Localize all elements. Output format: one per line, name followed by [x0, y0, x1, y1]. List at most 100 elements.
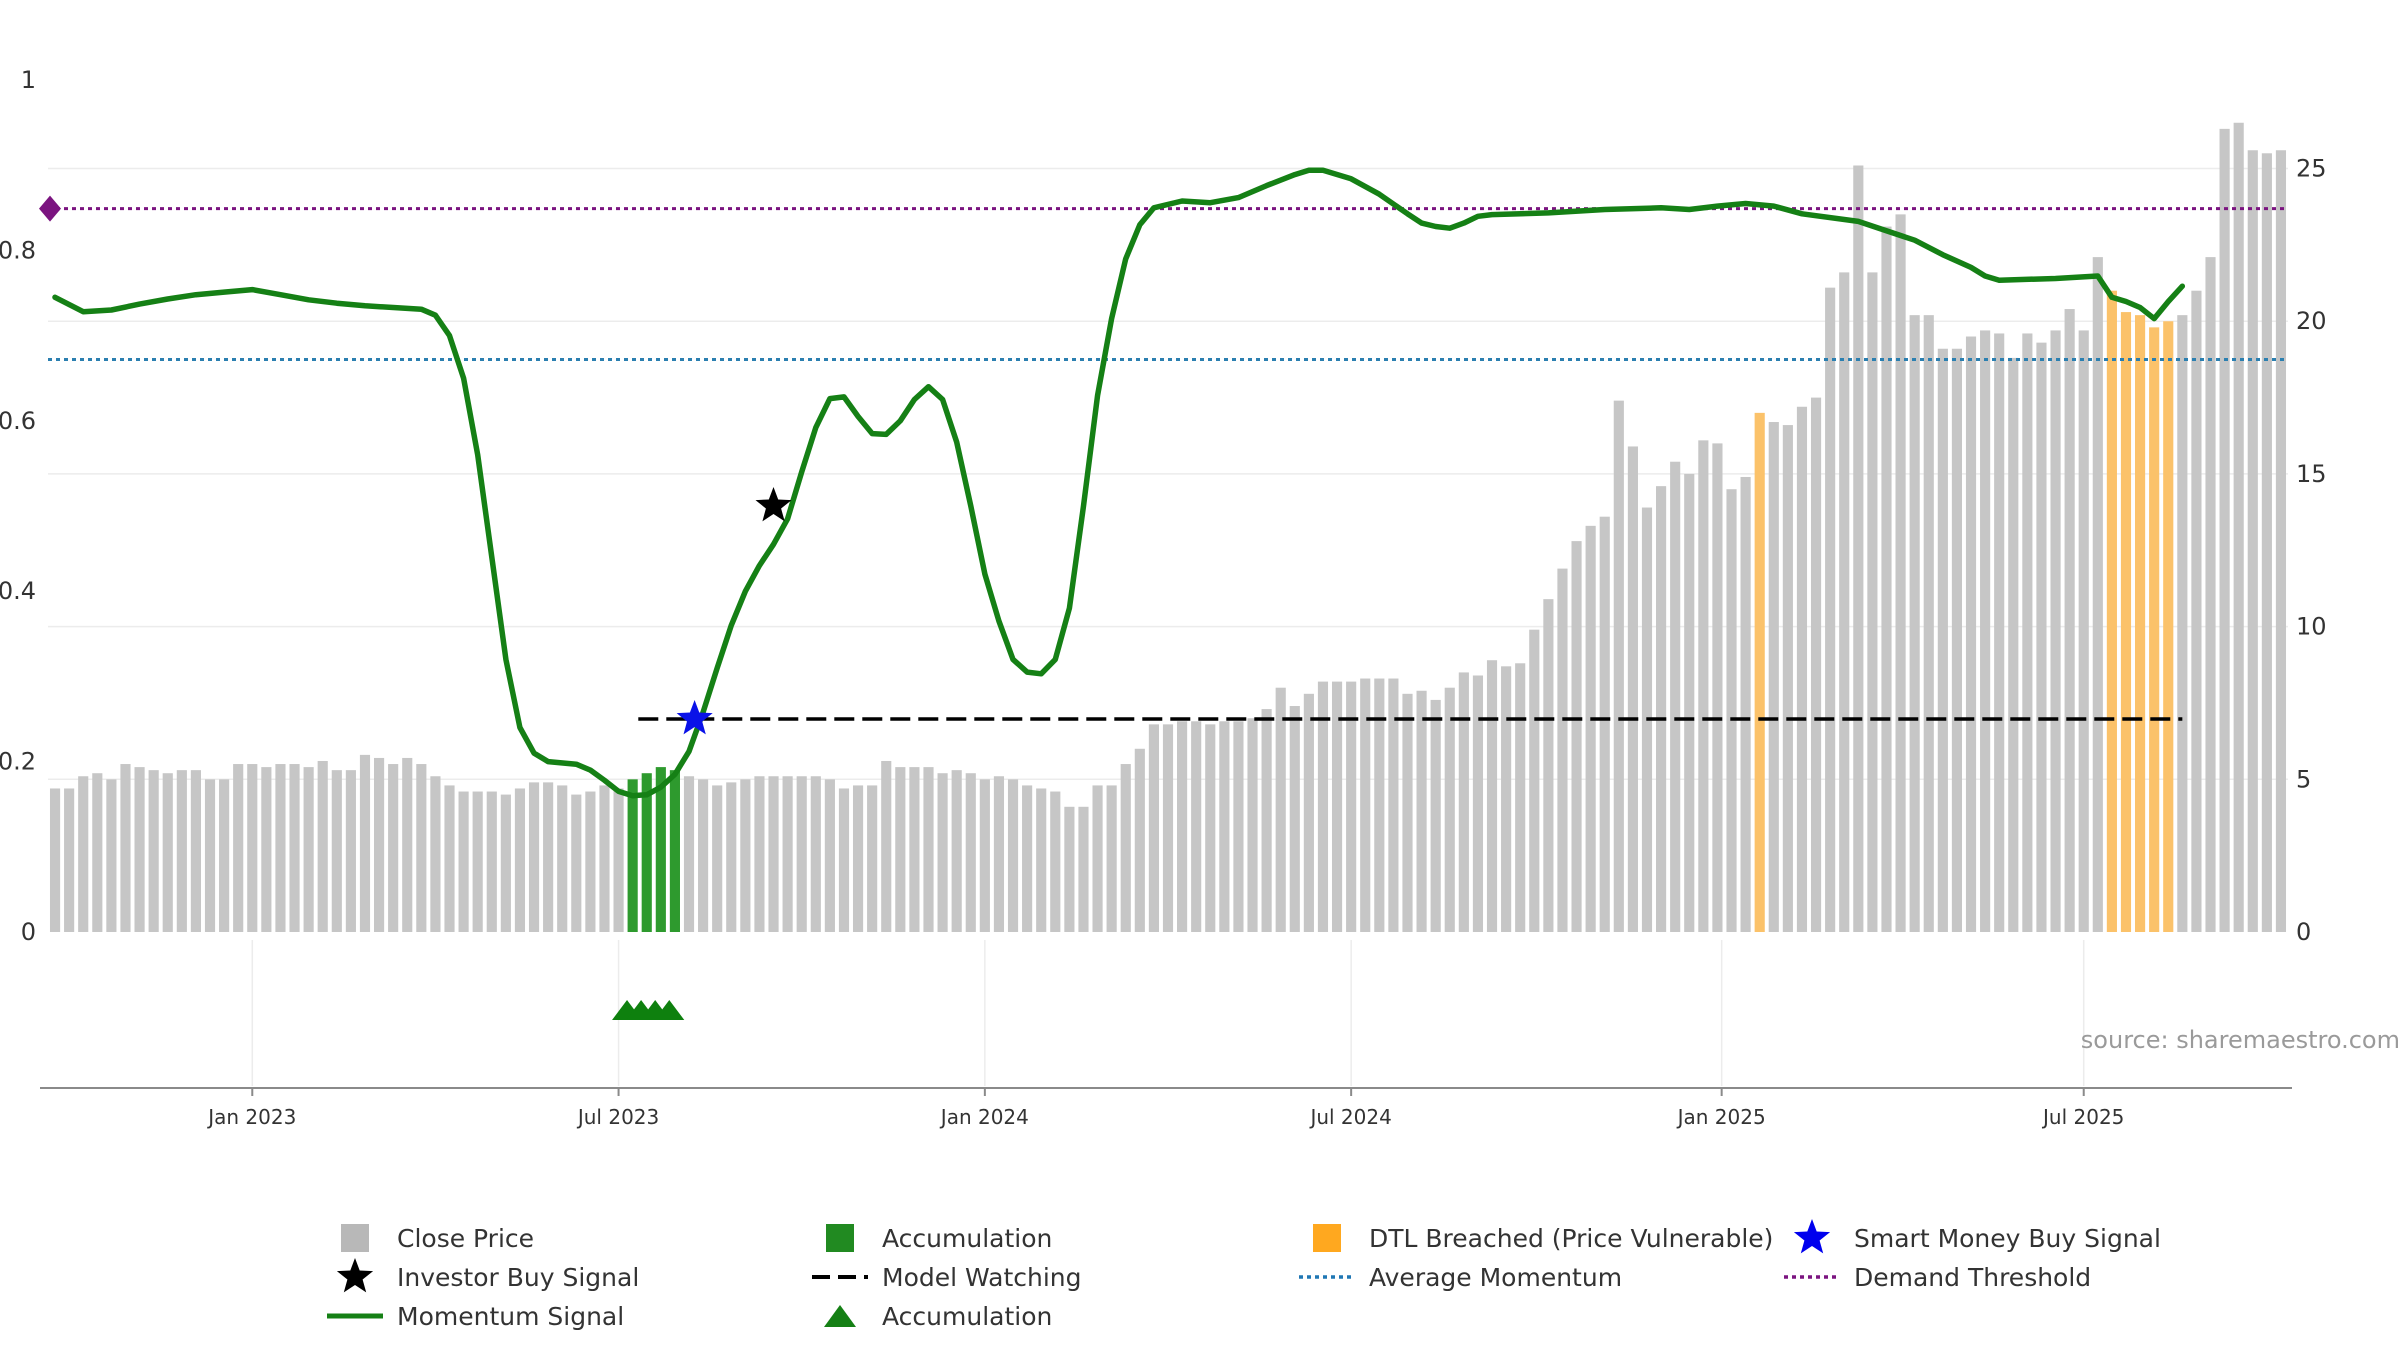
close-price-bar	[444, 785, 455, 932]
close-price-bar	[838, 788, 850, 932]
close-price-bar	[1233, 721, 1244, 932]
close-price-bar	[1768, 422, 1779, 932]
close-price-bar	[543, 782, 554, 932]
close-price-bar	[1515, 663, 1526, 932]
close-price-bar	[979, 779, 990, 932]
dtl-breached-bar	[1754, 412, 1765, 932]
close-price-bar	[1275, 687, 1286, 932]
close-price-bar	[219, 779, 230, 932]
close-price-bar	[1740, 476, 1751, 932]
close-price-bar	[261, 767, 272, 932]
close-price-bar	[528, 782, 540, 932]
dtl-breached-bar	[2135, 315, 2146, 932]
legend-swatch-star	[336, 1258, 374, 1293]
close-price-bar	[712, 785, 723, 932]
close-price-bar	[388, 764, 399, 932]
close-price-bar	[2022, 333, 2033, 932]
close-price-bar	[2064, 309, 2075, 933]
close-price-bar	[106, 779, 117, 932]
close-price-bar	[1557, 568, 1568, 932]
close-price-bar	[1134, 748, 1145, 932]
close-price-bar	[1247, 718, 1258, 932]
close-price-bar	[782, 776, 793, 932]
dtl-breached-bar	[2120, 312, 2132, 932]
close-price-bar	[1782, 425, 1793, 932]
close-price-bar	[698, 779, 709, 932]
legend-label: Momentum Signal	[397, 1302, 624, 1331]
close-price-bar	[64, 788, 75, 932]
close-price-bar	[2050, 330, 2061, 933]
left-axis-top-label: 1	[21, 66, 36, 94]
close-price-bar	[852, 785, 864, 932]
close-price-bar	[726, 782, 737, 932]
legend-swatch-triangle	[824, 1305, 856, 1327]
close-price-bar	[1416, 690, 1427, 932]
close-price-bar	[2261, 153, 2272, 932]
close-price-bar	[1064, 806, 1075, 932]
close-price-bar	[613, 788, 624, 932]
close-price-bar	[1444, 687, 1455, 932]
close-price-bar	[1529, 629, 1540, 932]
close-price-bar	[2092, 257, 2103, 932]
legend-label: Demand Threshold	[1854, 1263, 2091, 1292]
close-price-bar	[1458, 672, 1469, 932]
close-price-bar	[373, 757, 385, 932]
close-price-bar	[993, 776, 1005, 932]
close-price-bar	[2078, 330, 2089, 933]
close-price-bar	[1937, 348, 1948, 932]
close-price-bar	[1261, 709, 1272, 932]
close-price-bar	[247, 764, 258, 932]
close-price-bar	[1994, 333, 2005, 932]
dtl-breached-bar	[2163, 321, 2174, 932]
close-price-bar	[359, 754, 371, 932]
close-price-bar	[1501, 666, 1512, 932]
close-price-bar	[768, 776, 779, 932]
close-price-bar	[430, 776, 441, 932]
left-axis-tick-label: 0.4	[0, 577, 36, 605]
legend-label: Accumulation	[882, 1302, 1052, 1331]
legend-swatch-star	[1793, 1219, 1831, 1254]
reference-lines	[48, 207, 2288, 721]
x-axis-tick-label: Jan 2023	[206, 1105, 296, 1129]
close-price-bar	[1050, 791, 1061, 932]
close-price-bar	[1317, 681, 1329, 932]
close-price-bar	[1839, 272, 1850, 932]
close-price-bar	[500, 794, 511, 932]
close-price-bar	[1881, 226, 1892, 933]
accumulation-bar	[669, 770, 680, 932]
smart-money-buy-star	[676, 700, 713, 735]
legend-label: Accumulation	[882, 1224, 1052, 1253]
close-price-bar	[754, 776, 765, 932]
signal-markers	[39, 195, 792, 1020]
close-price-bar	[204, 779, 216, 932]
close-price-bar	[134, 767, 145, 932]
close-price-bar	[1726, 489, 1737, 932]
investor-buy-star	[755, 487, 792, 522]
close-price-bar	[585, 791, 596, 932]
close-price-bar	[1120, 764, 1131, 932]
accumulation-bar	[641, 773, 652, 932]
close-price-bar	[2247, 150, 2258, 932]
close-price-bar	[1543, 599, 1554, 932]
close-price-bar	[486, 791, 497, 932]
close-price-bar	[1092, 785, 1103, 932]
close-price-bar	[1289, 706, 1300, 932]
close-price-bar	[49, 788, 61, 932]
close-price-bar	[1656, 486, 1667, 932]
close-price-bar	[233, 764, 244, 932]
close-price-bar	[1331, 681, 1343, 932]
close-price-bar	[824, 779, 835, 932]
close-price-bar	[2233, 122, 2244, 932]
close-price-bar	[909, 767, 920, 932]
close-price-bar	[1036, 788, 1047, 932]
close-price-bar	[1148, 724, 1159, 932]
right-axis-tick-label: 20	[2296, 307, 2327, 335]
close-price-bar	[1162, 724, 1174, 932]
close-price-bar	[1303, 693, 1314, 932]
left-axis-tick-label: 0.2	[0, 748, 36, 776]
close-price-bar	[1430, 699, 1441, 932]
legend-label: Close Price	[397, 1224, 534, 1253]
close-price-bar	[1810, 397, 1822, 932]
right-axis-tick-label: 0	[2296, 918, 2311, 946]
x-axis-tick-label: Jul 2023	[576, 1105, 659, 1129]
